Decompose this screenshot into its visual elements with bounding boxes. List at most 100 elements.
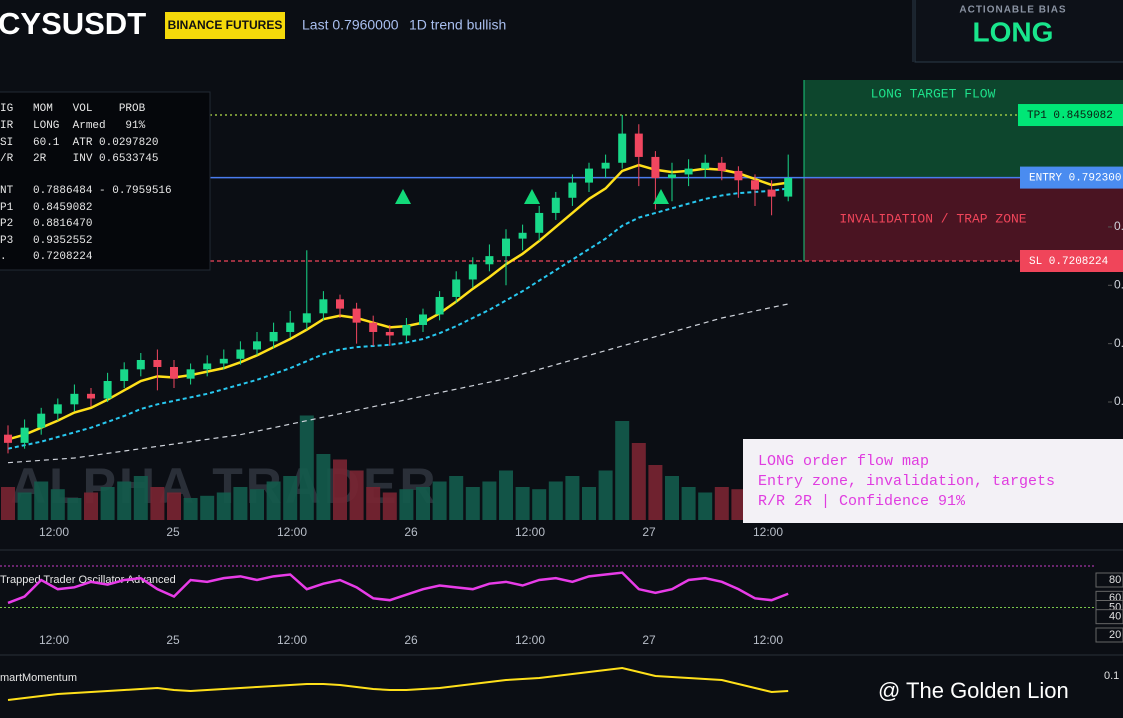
volume-bar — [17, 492, 32, 520]
volume-bar — [432, 481, 447, 520]
table-row: SI 60.1 ATR 0.0297820 — [0, 137, 158, 149]
table-row: /R 2R INV 0.6533745 — [0, 153, 158, 165]
tick-badge — [1095, 609, 1123, 625]
candle-body — [53, 404, 62, 414]
bias-box — [914, 0, 1123, 63]
volume-bar — [382, 492, 397, 520]
volume-bar — [582, 487, 596, 520]
candle-body — [419, 314, 427, 325]
table-row: P2 0.8816470 — [0, 218, 92, 230]
candle-body — [634, 133, 643, 157]
candle-body — [136, 359, 145, 370]
volume-bar — [399, 489, 414, 520]
x-tick-label: 12:00 — [515, 633, 545, 647]
signal — [653, 189, 669, 204]
candle-body — [336, 299, 344, 309]
volume-bar — [366, 487, 381, 520]
level-label: TP1 0.8459082 — [1027, 110, 1113, 122]
candle-body — [4, 434, 12, 443]
momentum-line — [7, 666, 789, 701]
candle-body — [502, 238, 510, 257]
volume-bar — [515, 487, 530, 520]
volume-bar — [598, 470, 613, 520]
x-tick-label: 27 — [642, 633, 656, 647]
volume-bar — [333, 459, 347, 520]
volume-bar — [416, 487, 430, 520]
candle-body — [186, 369, 195, 379]
credit: @ The Golden Lion — [878, 678, 1069, 703]
volume-bar — [499, 470, 513, 520]
volume-bar — [183, 498, 198, 520]
candle-body — [784, 177, 793, 197]
annotation: R/R 2R | Confidence 91% — [758, 493, 966, 510]
candle-body — [452, 279, 461, 297]
candle-body — [535, 212, 544, 233]
y-tick-label: 0.1 — [1104, 670, 1119, 682]
candle-body — [767, 189, 776, 197]
trend: 1D trend bullish — [409, 17, 506, 33]
candle-body — [734, 170, 743, 181]
signal — [524, 189, 540, 204]
tick-badge — [1095, 627, 1123, 643]
y-tick-label: 0. — [1114, 394, 1123, 408]
oscillator-line — [7, 571, 789, 605]
table-box — [0, 91, 211, 271]
y-tick-label: 40 — [1109, 611, 1121, 623]
volume-bar — [34, 481, 49, 520]
x-tick-label: 12:00 — [39, 633, 69, 647]
candle-body — [269, 331, 278, 342]
y-tick-label: 0. — [1114, 219, 1123, 233]
candle-body — [751, 180, 759, 190]
volume-bar — [565, 476, 580, 520]
volume-bar — [299, 415, 314, 520]
mom-title: martMomentum — [0, 672, 77, 684]
volume-bar — [50, 489, 65, 520]
candle-body — [20, 427, 29, 443]
tick-badge — [1095, 572, 1123, 588]
volume-bar — [482, 481, 497, 520]
volume-bar — [1, 487, 15, 520]
candle-body — [153, 359, 162, 367]
trap-zone — [804, 177, 1123, 261]
indicator-line — [7, 187, 789, 450]
annotation: LONG order flow map — [758, 453, 929, 470]
x-tick-label: 12:00 — [753, 633, 783, 647]
candle-body — [219, 358, 228, 364]
candle-body — [70, 393, 79, 405]
volume-bar — [349, 470, 364, 520]
volume-bar — [150, 487, 165, 520]
x-tick-label: 12:00 — [277, 525, 307, 539]
x-tick-label: 25 — [166, 633, 180, 647]
exchange: BINANCE FUTURES — [168, 18, 283, 32]
bias-title: ACTIONABLE BIAS — [959, 5, 1066, 16]
candle-body — [103, 380, 112, 399]
candle-body — [651, 156, 660, 178]
volume-bar — [449, 476, 464, 520]
candle-body — [601, 162, 610, 169]
candle-body — [253, 341, 261, 350]
signal — [395, 189, 411, 204]
volume-bar — [548, 481, 563, 520]
candle-body — [402, 324, 411, 336]
volume-bar — [615, 421, 630, 520]
bias: LONG — [973, 16, 1054, 47]
level-label: SL 0.7208224 — [1029, 256, 1109, 268]
candle-body — [684, 168, 693, 175]
candle-body — [568, 182, 577, 198]
annotation: Entry zone, invalidation, targets — [758, 473, 1055, 490]
y-tick-label: 0. — [1114, 336, 1123, 350]
volume-bar — [100, 487, 115, 520]
candle-body — [369, 322, 378, 332]
zone-label: INVALIDATION / TRAP ZONE — [839, 211, 1026, 226]
annotation-box — [743, 439, 1123, 523]
volume-bar — [731, 489, 746, 520]
y-tick-label: 80 — [1109, 574, 1121, 586]
x-tick-label: 25 — [166, 525, 180, 539]
table-row: . 0.7208224 — [0, 251, 93, 263]
volume-bar — [266, 481, 281, 520]
x-tick-label: 27 — [642, 525, 656, 539]
volume-bar — [200, 495, 215, 520]
volume-bar — [698, 492, 713, 520]
